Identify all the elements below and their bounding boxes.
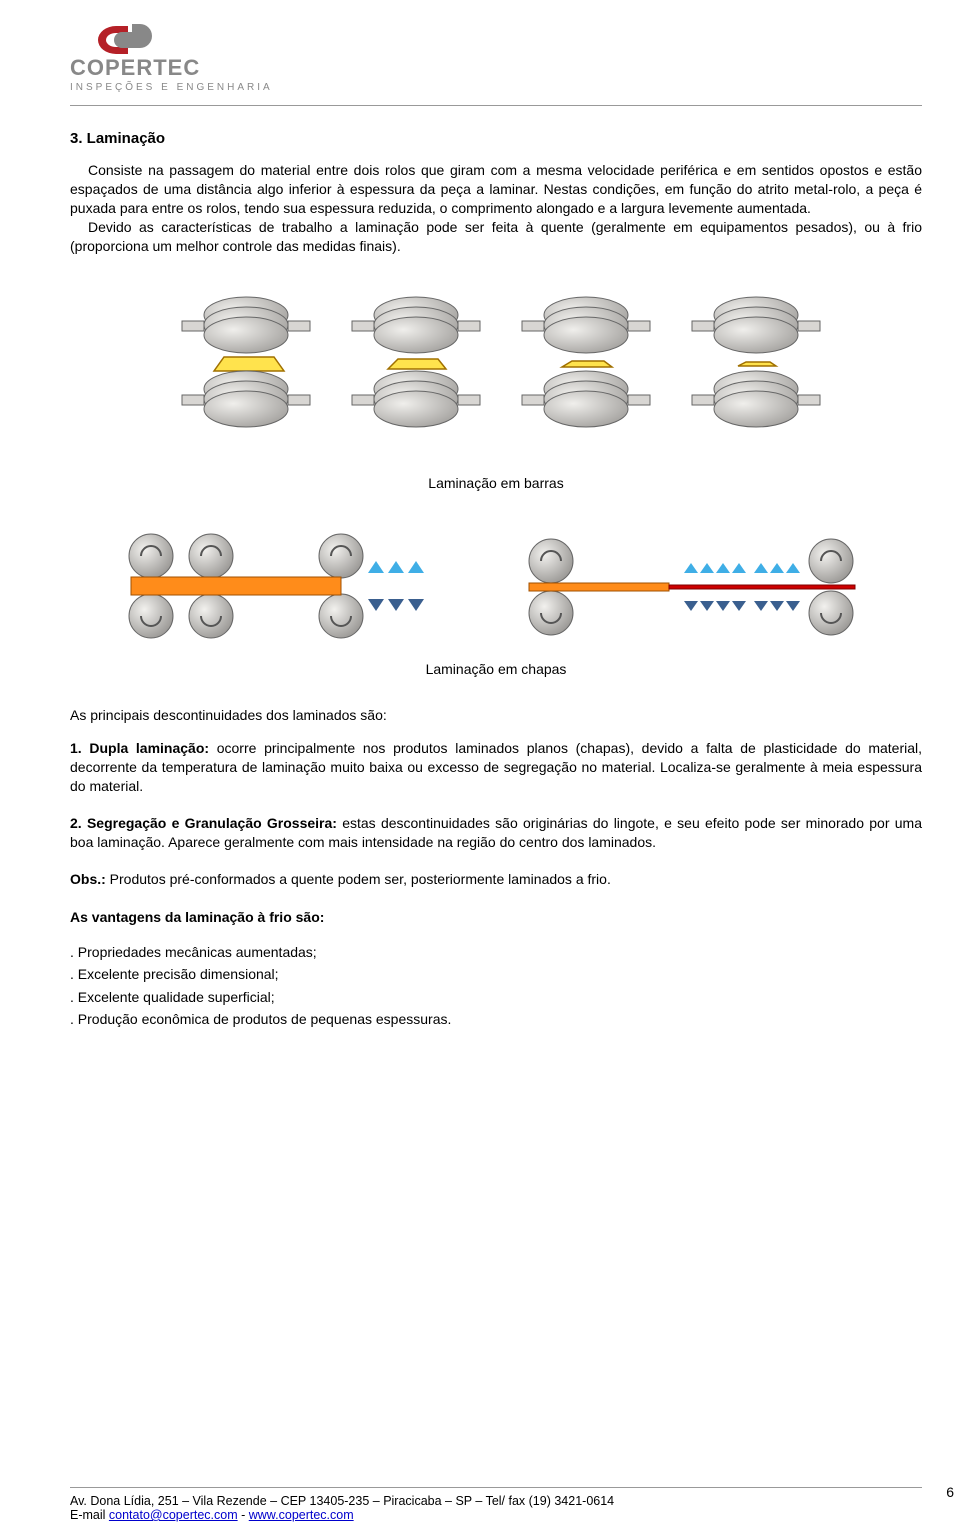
advantages-list: . Propriedades mecânicas aumentadas; . E…	[70, 941, 922, 1031]
paragraph-1-text: Consiste na passagem do material entre d…	[70, 162, 922, 216]
paragraph-2-text: Devido as características de trabalho a …	[70, 219, 922, 254]
footer-sep: -	[238, 1508, 249, 1522]
adv-1: . Propriedades mecânicas aumentadas;	[70, 941, 922, 963]
item-1: 1. Dupla laminação: ocorre principalment…	[70, 739, 922, 796]
figure-row-chapas	[70, 531, 922, 641]
advantages-title: As vantagens da laminação à frio são:	[70, 909, 922, 925]
page-footer: Av. Dona Lídia, 251 – Vila Rezende – CEP…	[70, 1471, 922, 1522]
section-title: 3. Laminação	[70, 130, 922, 147]
discontinuities-intro: As principais descontinuidades dos lamin…	[70, 707, 922, 723]
item-1-title: 1. Dupla laminação:	[70, 740, 209, 756]
paragraph-2: Devido as características de trabalho a …	[70, 218, 922, 256]
sheet-rolling-side-diagram	[121, 531, 441, 641]
item-2: 2. Segregação e Granulação Grosseira: es…	[70, 814, 922, 852]
figure1-caption: Laminação em barras	[70, 475, 922, 491]
figure2-caption: Laminação em chapas	[70, 661, 922, 677]
obs-title: Obs.:	[70, 871, 106, 887]
header-logo-block: COPERTEC INSPEÇÕES E ENGENHARIA	[70, 20, 922, 93]
footer-address: Av. Dona Lídia, 251 – Vila Rezende – CEP…	[70, 1494, 922, 1508]
bar-rolling-diagram	[156, 285, 836, 445]
item-2-title: 2. Segregação e Granulação Grosseira:	[70, 815, 337, 831]
adv-4: . Produção econômica de produtos de pequ…	[70, 1008, 922, 1030]
obs-block: Obs.: Produtos pré-conformados a quente …	[70, 870, 922, 889]
figure-row-barras	[70, 285, 922, 445]
svg-text:COPERTEC: COPERTEC	[70, 55, 200, 80]
company-tagline: INSPEÇÕES E ENGENHARIA	[70, 82, 922, 93]
divider-top	[70, 105, 922, 106]
company-logo-icon: COPERTEC	[70, 20, 280, 80]
adv-2: . Excelente precisão dimensional;	[70, 963, 922, 985]
footer-contact-line: E-mail contato@copertec.com - www.copert…	[70, 1508, 922, 1522]
obs-text: Produtos pré-conformados a quente podem …	[106, 871, 611, 887]
divider-bottom	[70, 1487, 922, 1488]
paragraph-1: Consiste na passagem do material entre d…	[70, 161, 922, 218]
footer-email-label: E-mail	[70, 1508, 109, 1522]
footer-email-link[interactable]: contato@copertec.com	[109, 1508, 238, 1522]
footer-site-link[interactable]: www.copertec.com	[249, 1508, 354, 1522]
page-number: 6	[946, 1484, 954, 1500]
adv-3: . Excelente qualidade superficial;	[70, 986, 922, 1008]
sheet-rolling-thin-diagram	[511, 531, 871, 641]
